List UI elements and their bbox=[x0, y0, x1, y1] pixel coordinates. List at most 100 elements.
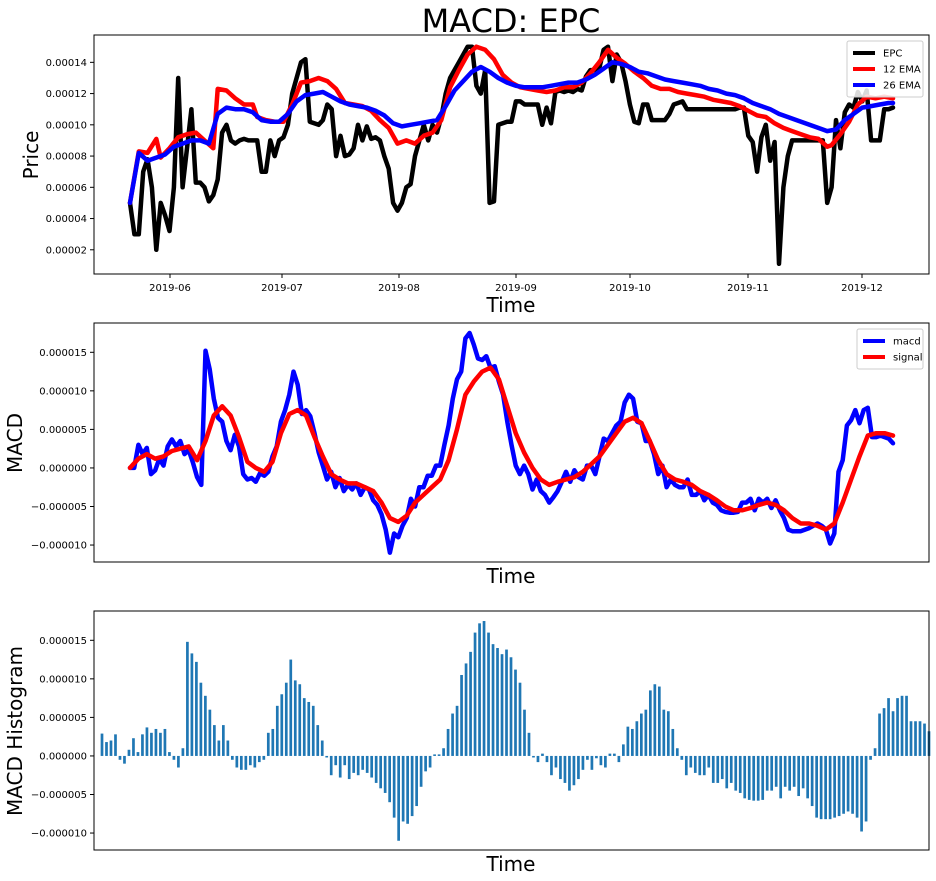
histogram-bar bbox=[208, 709, 212, 756]
histogram-bar bbox=[801, 755, 805, 789]
histogram-bar bbox=[788, 755, 792, 791]
histogram-bar bbox=[356, 755, 360, 776]
histogram-bar bbox=[230, 755, 234, 760]
histogram-bar bbox=[563, 755, 567, 783]
histogram-bar bbox=[608, 753, 612, 756]
histogram-bar bbox=[896, 698, 899, 756]
x-tick-label: 2019-07 bbox=[261, 283, 303, 294]
histogram-bar bbox=[424, 755, 427, 772]
histogram-bar bbox=[716, 755, 720, 783]
y-tick-label: 0.00004 bbox=[46, 214, 87, 225]
price-x-ticks: 2019-06 2019-07 2019-08 2019-09 2019-10 2019-… bbox=[149, 274, 883, 294]
histogram-bar bbox=[383, 755, 387, 793]
histogram-bar bbox=[100, 733, 104, 756]
histogram-bar bbox=[851, 755, 854, 814]
histogram-bar bbox=[797, 755, 801, 797]
price-x-axis-title: Time bbox=[486, 293, 536, 317]
histogram-bar bbox=[541, 753, 544, 756]
histogram-y-axis-title: MACD Histogram bbox=[3, 646, 27, 816]
histogram-bar bbox=[734, 755, 738, 791]
histogram-bar bbox=[914, 721, 917, 756]
histogram-bar bbox=[689, 755, 693, 768]
histogram-bar bbox=[190, 653, 194, 756]
histogram-bar bbox=[298, 684, 302, 756]
histogram-bar bbox=[559, 755, 562, 780]
histogram-bar bbox=[347, 755, 351, 780]
y-tick-label: 0.00008 bbox=[46, 152, 87, 163]
histogram-bar bbox=[325, 755, 329, 758]
histogram-bar bbox=[747, 755, 751, 800]
histogram-bar bbox=[136, 752, 140, 756]
histogram-bar bbox=[343, 755, 347, 766]
histogram-bar bbox=[177, 755, 180, 768]
y-tick-label: 0.000015 bbox=[39, 636, 87, 647]
histogram-bar bbox=[442, 748, 445, 756]
histogram-bar bbox=[226, 740, 230, 756]
histogram-bar bbox=[878, 713, 881, 756]
histogram-bar bbox=[855, 755, 859, 818]
histogram-bar bbox=[204, 695, 207, 756]
histogram-bar bbox=[311, 705, 315, 756]
histogram-bar bbox=[550, 755, 553, 776]
histogram-bar bbox=[725, 755, 729, 789]
histogram-bar bbox=[257, 755, 261, 763]
histogram-bar bbox=[684, 755, 688, 776]
histogram-bar bbox=[622, 744, 625, 756]
histogram-bar bbox=[604, 755, 607, 768]
price-legend: EPC 12 EMA 26 EMA bbox=[846, 40, 924, 98]
histogram-bar bbox=[887, 698, 890, 756]
histogram-bar bbox=[123, 755, 126, 764]
histogram-bar bbox=[918, 721, 922, 756]
histogram-bar bbox=[213, 725, 216, 756]
histogram-bar bbox=[909, 721, 913, 756]
histogram-bar bbox=[316, 725, 320, 756]
histogram-bar bbox=[262, 755, 266, 760]
histogram-bar bbox=[334, 755, 338, 766]
y-tick-label: −0.000010 bbox=[31, 541, 87, 552]
histogram-bar bbox=[702, 755, 706, 776]
histogram-bar bbox=[397, 755, 400, 841]
histogram-bar bbox=[783, 755, 787, 787]
series-line-macd bbox=[127, 330, 896, 555]
histogram-bar bbox=[586, 755, 589, 760]
histogram-x-axis-title: Time bbox=[486, 852, 536, 876]
histogram-bar bbox=[307, 701, 311, 756]
histogram-bar bbox=[837, 755, 841, 817]
histogram-bar bbox=[199, 682, 203, 756]
histogram-bar bbox=[752, 755, 756, 801]
histogram-bar bbox=[761, 755, 765, 800]
x-tick-label: 2019-08 bbox=[378, 283, 420, 294]
histogram-bar bbox=[114, 734, 117, 756]
histogram-bar bbox=[352, 755, 356, 773]
y-tick-label: −0.000005 bbox=[31, 790, 87, 801]
histogram-bar bbox=[774, 755, 778, 787]
histogram-bar bbox=[293, 680, 297, 756]
histogram-bar bbox=[653, 684, 657, 756]
series-line-signal bbox=[127, 365, 896, 532]
histogram-bar bbox=[496, 648, 499, 756]
histogram-bar bbox=[815, 755, 818, 818]
histogram-bar bbox=[419, 755, 423, 787]
histogram-bar bbox=[365, 755, 369, 773]
histogram-bar bbox=[828, 755, 832, 820]
legend-label-signal: signal bbox=[893, 353, 923, 364]
y-tick-label: −0.000010 bbox=[31, 829, 87, 840]
histogram-bar bbox=[127, 749, 131, 756]
histogram-bar bbox=[289, 659, 293, 756]
histogram-bar bbox=[900, 695, 904, 756]
histogram-bar bbox=[329, 755, 333, 776]
x-tick-label: 2019-12 bbox=[841, 283, 883, 294]
histogram-bar bbox=[195, 661, 198, 756]
histogram-bar bbox=[698, 755, 702, 776]
histogram-bar bbox=[460, 674, 463, 756]
histogram-bar bbox=[168, 752, 171, 756]
y-tick-label: 0.00012 bbox=[46, 89, 87, 100]
histogram-bar bbox=[869, 755, 872, 760]
legend-label-26-ema: 26 EMA bbox=[883, 81, 921, 92]
histogram-bar bbox=[509, 657, 513, 756]
histogram-bar bbox=[693, 755, 697, 773]
histogram-bar bbox=[613, 753, 616, 756]
histogram-bar bbox=[401, 755, 405, 822]
histogram-bar bbox=[577, 755, 580, 780]
histogram-bar bbox=[320, 740, 324, 756]
